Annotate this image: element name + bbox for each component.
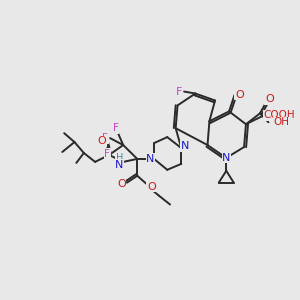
Text: O: O — [97, 136, 106, 146]
Text: O: O — [265, 94, 274, 104]
Text: N: N — [115, 160, 124, 170]
Text: F: F — [103, 133, 108, 143]
Text: F: F — [176, 86, 183, 97]
Text: F: F — [104, 149, 110, 159]
Text: H: H — [116, 153, 123, 163]
Text: O: O — [147, 182, 156, 192]
Text: O: O — [235, 89, 244, 100]
Text: COOH: COOH — [264, 110, 296, 120]
Text: F: F — [113, 123, 118, 133]
Text: OH: OH — [273, 117, 289, 127]
Text: N: N — [222, 153, 230, 163]
Text: N: N — [181, 141, 189, 151]
Text: O: O — [117, 179, 126, 189]
Text: N: N — [146, 154, 154, 164]
